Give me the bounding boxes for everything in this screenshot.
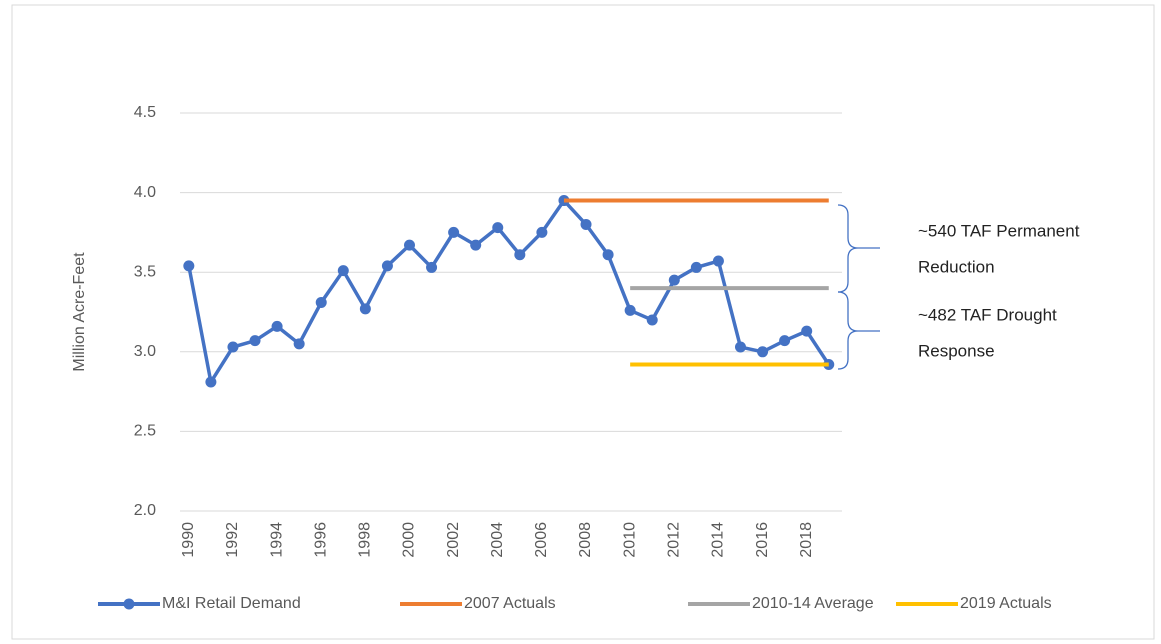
data-point bbox=[448, 226, 460, 238]
data-point bbox=[536, 226, 548, 238]
y-tick-label: 4.5 bbox=[134, 104, 156, 121]
x-tick-label: 2018 bbox=[798, 522, 815, 558]
data-point bbox=[337, 265, 349, 277]
data-point bbox=[624, 304, 636, 316]
data-point bbox=[183, 260, 195, 272]
x-tick-label: 2012 bbox=[666, 522, 683, 558]
data-point bbox=[426, 261, 438, 273]
y-tick-label: 4.0 bbox=[134, 184, 156, 201]
data-point bbox=[757, 346, 769, 358]
x-tick-label: 1994 bbox=[268, 522, 285, 558]
data-point bbox=[403, 239, 415, 251]
annotation: Reduction bbox=[918, 257, 995, 276]
annotation: ~482 TAF Drought bbox=[918, 305, 1057, 324]
data-point bbox=[293, 338, 305, 350]
x-tick-label: 2010 bbox=[621, 522, 638, 558]
annotation: ~540 TAF Permanent bbox=[918, 221, 1080, 240]
y-axis-label: Million Acre-Feet bbox=[71, 252, 88, 372]
y-tick-label: 3.5 bbox=[134, 263, 156, 280]
data-point bbox=[690, 261, 702, 273]
x-tick-label: 2004 bbox=[489, 522, 506, 558]
x-tick-label: 1996 bbox=[312, 522, 329, 558]
x-tick-label: 1990 bbox=[180, 522, 197, 558]
data-point bbox=[801, 325, 813, 337]
x-tick-label: 1992 bbox=[224, 522, 241, 558]
y-tick-label: 2.5 bbox=[134, 423, 156, 440]
data-point bbox=[779, 335, 791, 347]
data-point bbox=[249, 335, 261, 347]
data-point bbox=[668, 274, 680, 286]
y-tick-label: 3.0 bbox=[134, 343, 156, 360]
data-point bbox=[205, 376, 217, 388]
data-point bbox=[492, 222, 504, 234]
legend-label: 2010-14 Average bbox=[752, 595, 874, 612]
data-point bbox=[602, 249, 614, 261]
data-point bbox=[580, 218, 592, 230]
x-tick-label: 2016 bbox=[754, 522, 771, 558]
data-point bbox=[227, 341, 239, 353]
data-point bbox=[646, 314, 658, 326]
legend-label: M&I Retail Demand bbox=[162, 595, 301, 612]
data-point bbox=[470, 239, 482, 251]
x-tick-label: 2006 bbox=[533, 522, 550, 558]
annotation: Response bbox=[918, 341, 995, 360]
data-point bbox=[359, 303, 371, 315]
data-point bbox=[271, 320, 283, 332]
x-tick-label: 2000 bbox=[401, 522, 418, 558]
data-point bbox=[381, 260, 393, 272]
x-tick-label: 1998 bbox=[357, 522, 374, 558]
data-point bbox=[514, 249, 526, 261]
legend-label: 2019 Actuals bbox=[960, 595, 1052, 612]
x-tick-label: 2002 bbox=[445, 522, 462, 558]
chart-frame bbox=[11, 4, 1155, 640]
legend-label: 2007 Actuals bbox=[464, 595, 556, 612]
data-point bbox=[734, 341, 746, 353]
x-tick-label: 2014 bbox=[710, 522, 727, 558]
data-point bbox=[315, 296, 327, 308]
y-tick-label: 2.0 bbox=[134, 502, 156, 519]
data-point bbox=[712, 255, 724, 267]
x-tick-label: 2008 bbox=[577, 522, 594, 558]
legend-marker bbox=[123, 598, 135, 610]
